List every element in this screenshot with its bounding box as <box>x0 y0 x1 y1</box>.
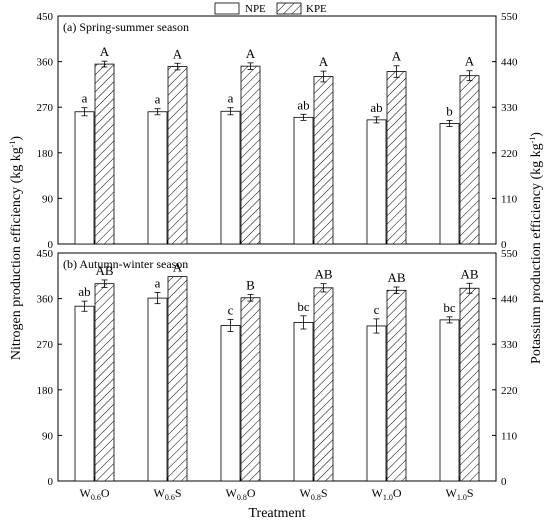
kpe-bar-b-0 <box>94 283 115 482</box>
x-tick-label-1: W0.6S <box>153 486 181 502</box>
panel-a-plot: 0 90 180 270 360 450 0 110 220 330 440 550 a a a ab ab b A… <box>37 11 519 251</box>
npe-bar-b-0 <box>74 305 95 482</box>
x-axis-ticks: W0.6O W0.6S W0.8O W0.8S W1.0O W1.0S <box>80 486 474 502</box>
y-left-tick-label-a: 180 <box>37 148 54 160</box>
y-left-tick-label-a: 90 <box>42 193 54 205</box>
npe-bar-b-1 <box>147 297 168 482</box>
significance-label-a-0-4: ab <box>370 100 382 115</box>
y-right-tick-label-a: 550 <box>501 11 518 23</box>
kpe-bar-b-1 <box>167 276 188 482</box>
panel-b-plot: 0 90 180 270 360 450 0 110 220 330 440 550 ab a c bc c bc… <box>37 248 519 488</box>
significance-label-b-0-5: bc <box>443 300 456 315</box>
significance-label-a-0-2: a <box>228 91 234 106</box>
x-tick-label-3: W0.8S <box>299 486 327 502</box>
significance-label-b-0-1: a <box>155 276 161 291</box>
significance-label-b-1-0: AB <box>95 263 113 278</box>
npe-bar-b-3 <box>293 322 314 482</box>
y-right-tick-label-a: 110 <box>501 193 518 205</box>
kpe-bar-b-5 <box>459 287 480 482</box>
significance-label-b-1-2: B <box>246 277 255 292</box>
legend-npe-swatch <box>214 2 240 15</box>
x-tick-label-5: W1.0S <box>445 486 473 502</box>
npe-bar-a-4 <box>366 119 387 245</box>
x-axis-label: Treatment <box>248 506 305 521</box>
npe-bar-a-5 <box>439 123 460 245</box>
y-right-tick-label-b: 330 <box>501 339 518 351</box>
panel-a-frame <box>57 15 497 245</box>
significance-label-a-1-2: A <box>246 46 256 61</box>
panel-a-title: (a) Spring-summer season <box>63 20 189 34</box>
significance-label-a-1-5: A <box>465 54 475 69</box>
y-left-tick-label-b: 450 <box>37 248 54 260</box>
significance-label-b-0-0: ab <box>78 284 90 299</box>
y-left-tick-label-b: 90 <box>42 430 54 442</box>
y-right-tick-label-b: 550 <box>501 248 518 260</box>
significance-label-a-1-4: A <box>392 49 402 64</box>
y-right-tick-label-b: 110 <box>501 430 518 442</box>
y-right-tick-label-a: 0 <box>501 239 507 251</box>
kpe-bar-a-5 <box>459 75 480 245</box>
kpe-bar-b-3 <box>313 287 334 482</box>
x-tick-label-4: W1.0O <box>372 486 402 502</box>
y-left-tick-label-a: 270 <box>37 102 54 114</box>
significance-label-a-0-3: ab <box>297 97 309 112</box>
y-axis-left-label: Nitrogen production efficiency (kg kg-1) <box>8 136 24 360</box>
significance-label-a-1-3: A <box>319 54 329 69</box>
y-left-tick-label-b: 360 <box>37 294 54 306</box>
kpe-bar-a-0 <box>94 63 115 245</box>
y-right-tick-label-a: 220 <box>501 148 518 160</box>
kpe-bar-a-4 <box>386 71 407 245</box>
kpe-bar-a-1 <box>167 66 188 245</box>
y-right-tick-label-b: 220 <box>501 385 518 397</box>
kpe-bar-b-4 <box>386 289 407 482</box>
y-left-tick-label-a: 450 <box>37 11 54 23</box>
significance-label-a-0-5: b <box>446 103 453 118</box>
npe-bar-b-5 <box>439 319 460 482</box>
x-tick-label-2: W0.8O <box>226 486 256 502</box>
legend: NPE KPE <box>214 2 327 15</box>
legend-kpe-swatch <box>276 2 302 15</box>
npe-bar-b-2 <box>220 325 241 482</box>
y-right-tick-label-a: 440 <box>501 57 518 69</box>
significance-label-a-1-0: A <box>100 44 110 59</box>
kpe-bar-a-3 <box>313 76 334 245</box>
y-left-tick-label-b: 180 <box>37 385 54 397</box>
npe-bar-a-2 <box>220 110 241 245</box>
significance-label-b-0-3: bc <box>297 299 310 314</box>
npe-bar-a-1 <box>147 111 168 245</box>
significance-label-b-0-2: c <box>228 302 234 317</box>
significance-label-a-0-1: a <box>155 92 161 107</box>
npe-bar-b-4 <box>366 325 387 482</box>
significance-label-a-1-1: A <box>173 46 183 61</box>
y-right-tick-label-a: 330 <box>501 102 518 114</box>
panel-b-title: (b) Autumn-winter season <box>63 257 188 271</box>
significance-label-a-0-0: a <box>82 91 88 106</box>
legend-npe-label: NPE <box>245 3 266 15</box>
npe-bar-a-0 <box>74 111 95 245</box>
legend-kpe-label: KPE <box>306 3 327 15</box>
y-axis-right-label: Potassium production efficiency (kg kg-1… <box>528 132 544 364</box>
kpe-bar-a-2 <box>240 65 261 245</box>
y-left-tick-label-b: 270 <box>37 339 54 351</box>
significance-label-b-1-1: A <box>173 260 183 275</box>
panel-b-frame <box>57 252 497 482</box>
x-tick-label-0: W0.6O <box>80 486 110 502</box>
y-left-tick-label-a: 360 <box>37 57 54 69</box>
y-left-tick-label-a: 0 <box>48 239 54 251</box>
y-left-tick-label-b: 0 <box>48 476 54 488</box>
y-right-tick-label-b: 440 <box>501 294 518 306</box>
npe-bar-a-3 <box>293 116 314 245</box>
significance-label-b-1-3: AB <box>314 267 332 282</box>
significance-label-b-0-4: c <box>374 302 380 317</box>
y-right-tick-label-b: 0 <box>501 476 507 488</box>
significance-label-b-1-4: AB <box>387 270 405 285</box>
kpe-bar-b-2 <box>240 297 261 482</box>
significance-label-b-1-5: AB <box>460 266 478 281</box>
